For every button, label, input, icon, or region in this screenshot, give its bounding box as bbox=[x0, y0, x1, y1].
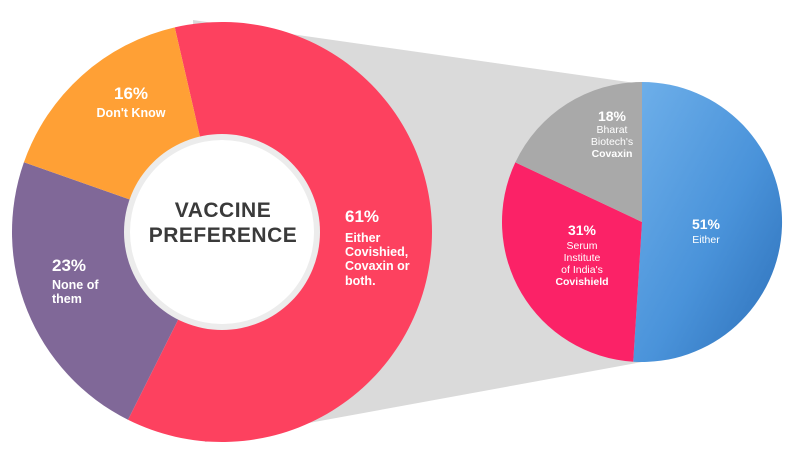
data-label: 23% bbox=[52, 256, 87, 275]
slice-text-line: both. bbox=[345, 273, 376, 288]
slice-text-line: Either bbox=[345, 230, 381, 245]
slice-text-line: Covaxin bbox=[591, 148, 633, 161]
slice-text: Don't Know bbox=[96, 105, 166, 120]
slice-text: Either bbox=[692, 234, 720, 247]
slice-text: Serum Institute of India's Covishield bbox=[546, 240, 618, 288]
title-line: VACCINE bbox=[174, 199, 272, 222]
slice-label-18: 18% Bharat Biotech's Covaxin bbox=[580, 108, 644, 160]
slice-text-line: Serum bbox=[566, 240, 598, 253]
slice-label-51: 51% Either bbox=[676, 216, 736, 246]
data-label: 51% bbox=[691, 216, 721, 232]
data-label: 18% bbox=[597, 108, 627, 124]
slice-text: Either Covishied, Covaxin or both. bbox=[345, 231, 410, 289]
slice-label-31: 31% Serum Institute of India's Covishiel… bbox=[546, 222, 618, 288]
slice-text: Bharat Biotech's Covaxin bbox=[580, 124, 644, 160]
slice-text-line: Institute bbox=[563, 252, 601, 265]
slice-text-line: Bharat bbox=[596, 124, 628, 137]
chart-title: VACCINE PREFERENCE bbox=[138, 198, 308, 248]
slice-text-line: Covaxin or bbox=[345, 259, 410, 274]
title-line: PREFERENCE bbox=[148, 224, 298, 248]
slice-text-line: Covishield bbox=[555, 276, 609, 289]
slice-text-line: Covishied, bbox=[345, 244, 409, 259]
slice-label-16: 16% Don't Know bbox=[88, 84, 174, 120]
pie-slice-31 bbox=[501, 162, 642, 362]
slice-text-line: of India's bbox=[561, 264, 603, 277]
slice-text-line: them bbox=[52, 291, 82, 306]
slice-text-line: Biotech's bbox=[590, 136, 634, 149]
breakdown-pie bbox=[501, 81, 783, 362]
slice-label-23: 23% None of them bbox=[52, 256, 99, 306]
data-label: 31% bbox=[567, 222, 597, 238]
slice-text: None of them bbox=[52, 278, 99, 307]
slice-text-line: None of bbox=[52, 277, 99, 292]
pie-slice-51 bbox=[633, 81, 783, 362]
donut-center bbox=[130, 140, 314, 324]
pie-slice-18 bbox=[515, 82, 642, 222]
slice-label-61: 61% Either Covishied, Covaxin or both. bbox=[345, 207, 410, 288]
data-label: 16% bbox=[113, 84, 149, 103]
data-label: 61% bbox=[345, 207, 380, 226]
